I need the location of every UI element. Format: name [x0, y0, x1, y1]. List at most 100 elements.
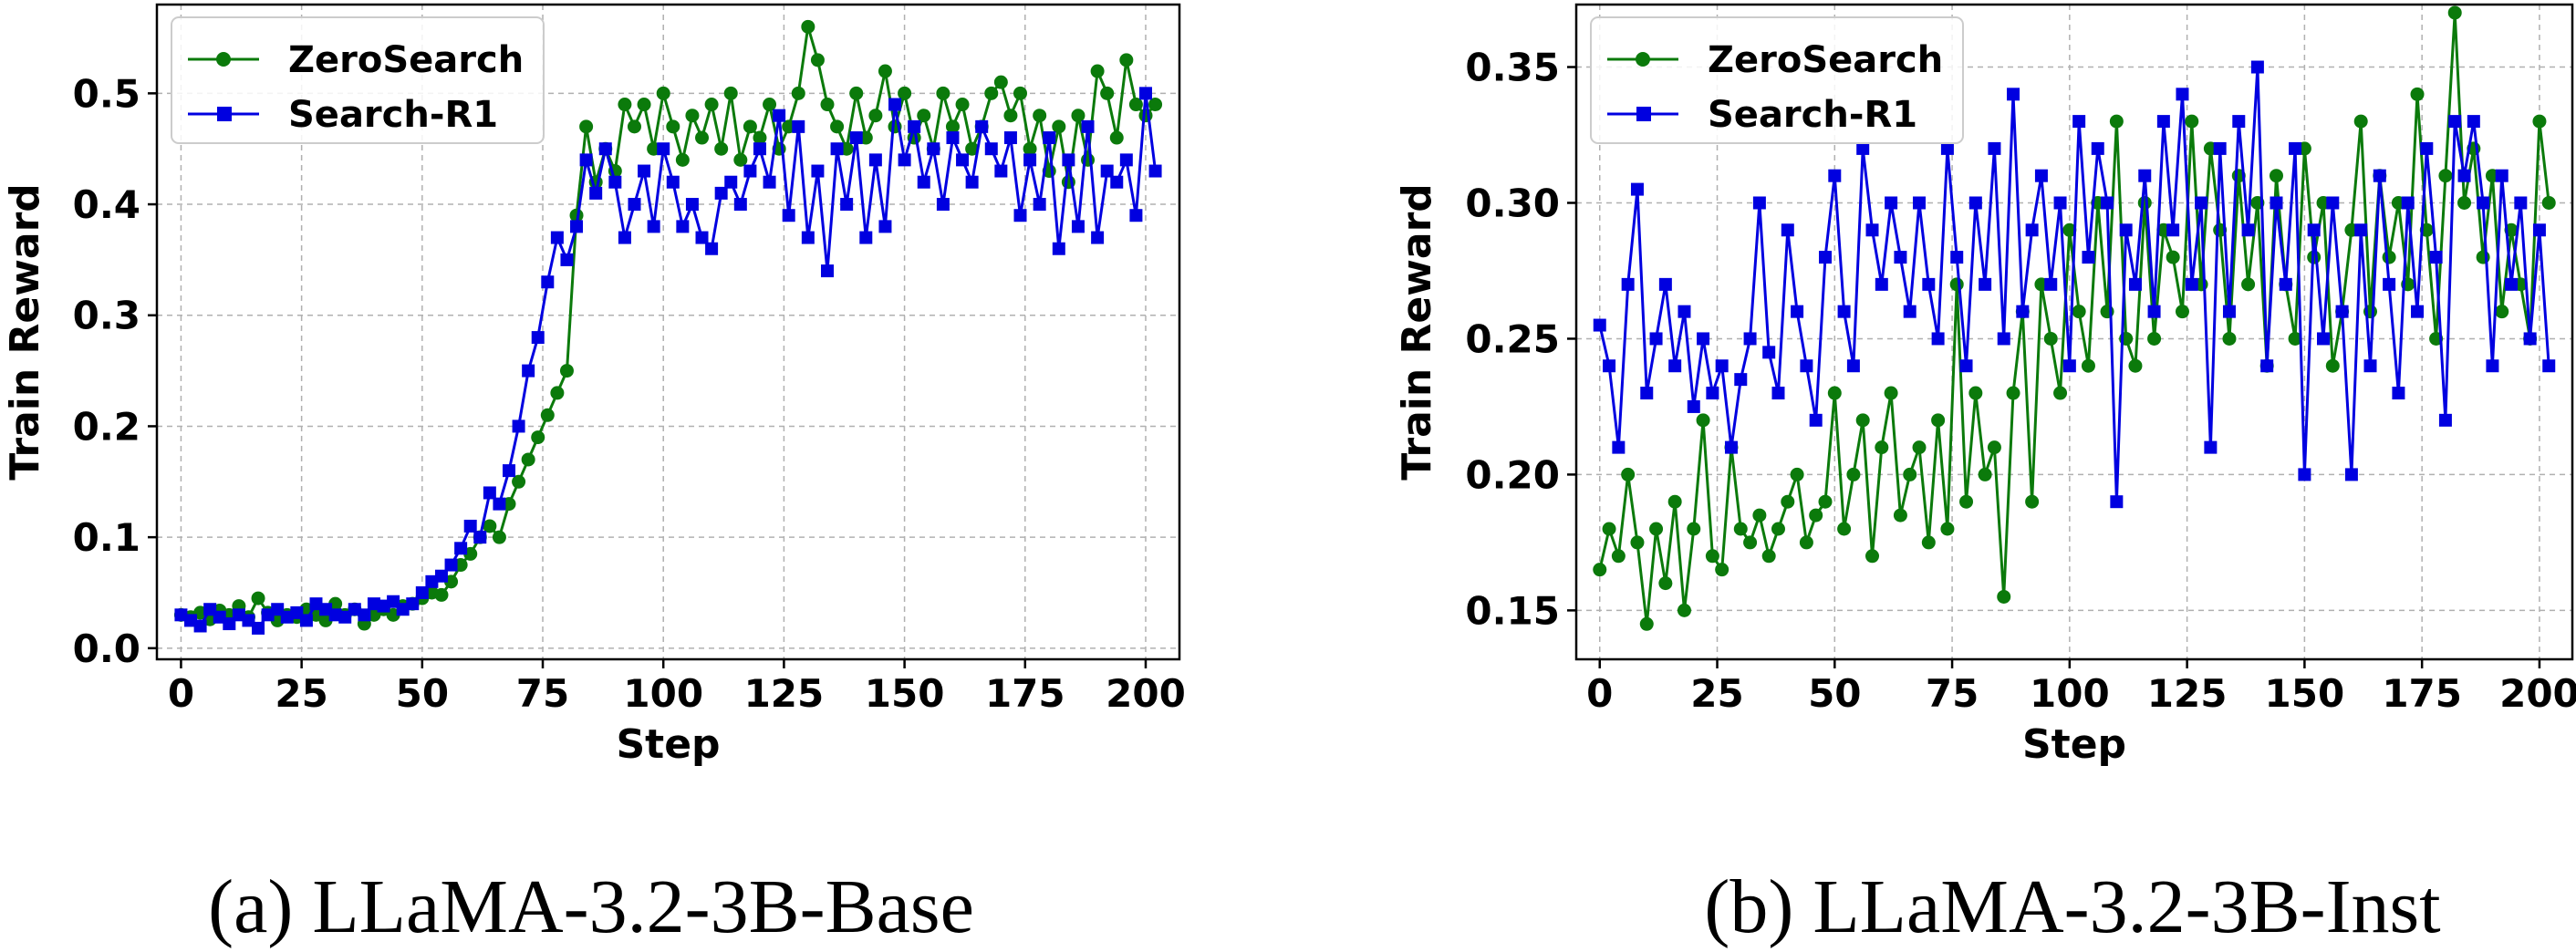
- data-point-search-r1: [2260, 359, 2274, 373]
- data-point-search-r1: [2128, 277, 2142, 291]
- data-point-search-r1: [1762, 346, 1776, 359]
- data-point-zerosearch: [1771, 522, 1785, 536]
- data-point-search-r1: [2185, 277, 2198, 291]
- x-tick-label: 0: [168, 671, 194, 716]
- data-point-zerosearch: [1931, 413, 1946, 428]
- data-point-search-r1: [1687, 399, 1700, 413]
- x-tick-label: 25: [275, 671, 327, 716]
- data-point-search-r1: [193, 619, 207, 633]
- data-point-search-r1: [2101, 196, 2114, 210]
- data-point-search-r1: [358, 608, 371, 622]
- data-point-zerosearch: [2222, 331, 2237, 346]
- data-point-zerosearch: [820, 98, 835, 112]
- data-point-zerosearch: [2147, 331, 2162, 346]
- data-point-search-r1: [184, 614, 198, 627]
- data-point-zerosearch: [810, 53, 825, 67]
- chart-caption: (a) LLaMA-3.2-3B-Base: [208, 864, 974, 949]
- data-point-search-r1: [2401, 196, 2415, 210]
- data-point-search-r1: [1997, 332, 2010, 346]
- data-point-zerosearch: [1128, 98, 1143, 112]
- x-tick-label: 200: [2499, 671, 2576, 716]
- data-point-zerosearch: [492, 530, 506, 544]
- data-point-zerosearch: [2353, 114, 2368, 129]
- y-axis-label: Train Reward: [1394, 183, 1440, 481]
- data-point-zerosearch: [936, 86, 950, 100]
- data-point-search-r1: [2147, 305, 2161, 318]
- data-point-search-r1: [1752, 196, 1766, 210]
- data-point-search-r1: [579, 153, 593, 167]
- data-point-search-r1: [1988, 141, 2001, 155]
- data-point-zerosearch: [2541, 195, 2556, 210]
- data-point-search-r1: [541, 275, 555, 289]
- data-point-zerosearch: [627, 119, 641, 134]
- data-point-zerosearch: [723, 86, 738, 100]
- data-point-zerosearch: [1621, 467, 1636, 481]
- data-point-search-r1: [2279, 277, 2292, 291]
- data-point-zerosearch: [2269, 169, 2283, 183]
- data-point-search-r1: [1894, 251, 1907, 264]
- x-tick-label: 0: [1586, 671, 1613, 716]
- data-point-zerosearch: [1667, 494, 1682, 509]
- data-point-zerosearch: [531, 430, 545, 445]
- data-point-zerosearch: [1809, 508, 1823, 523]
- data-point-zerosearch: [1677, 603, 1691, 617]
- data-point-zerosearch: [2457, 195, 2472, 210]
- data-point-search-r1: [647, 220, 660, 233]
- data-point-zerosearch: [1893, 508, 1907, 523]
- data-point-search-r1: [598, 142, 612, 156]
- data-point-search-r1: [2016, 305, 2030, 318]
- data-point-zerosearch: [251, 591, 265, 605]
- data-point-search-r1: [454, 542, 468, 555]
- data-point-search-r1: [2383, 277, 2396, 291]
- data-point-search-r1: [1033, 198, 1046, 212]
- data-point-search-r1: [2034, 169, 2048, 182]
- data-point-zerosearch: [1997, 589, 2011, 604]
- data-point-zerosearch: [1090, 64, 1105, 78]
- data-point-zerosearch: [868, 109, 883, 123]
- legend-label: Search-R1: [288, 94, 498, 136]
- data-point-zerosearch: [993, 75, 1008, 89]
- data-point-search-r1: [2072, 115, 2086, 129]
- data-point-search-r1: [975, 119, 989, 133]
- data-point-zerosearch: [763, 98, 777, 112]
- data-point-search-r1: [2156, 115, 2170, 129]
- data-point-search-r1: [714, 186, 728, 200]
- data-point-search-r1: [1781, 223, 1794, 237]
- data-point-zerosearch: [483, 519, 497, 533]
- data-point-search-r1: [1668, 359, 1682, 373]
- data-point-zerosearch: [1658, 576, 1673, 591]
- data-point-zerosearch: [2062, 222, 2077, 237]
- data-point-zerosearch: [1903, 467, 1917, 481]
- series-line-search-r1: [1598, 67, 2550, 502]
- data-point-search-r1: [705, 242, 719, 255]
- data-point-search-r1: [299, 614, 313, 627]
- data-point-zerosearch: [830, 119, 845, 134]
- data-point-search-r1: [695, 231, 709, 244]
- data-point-search-r1: [2495, 169, 2508, 182]
- data-point-search-r1: [348, 603, 361, 616]
- data-point-search-r1: [2542, 359, 2556, 373]
- data-point-zerosearch: [1013, 86, 1028, 100]
- data-point-zerosearch: [743, 119, 757, 134]
- data-point-search-r1: [927, 142, 940, 156]
- data-point-search-r1: [1734, 373, 1748, 387]
- data-point-search-r1: [1043, 131, 1056, 145]
- data-point-search-r1: [608, 175, 622, 189]
- chart-panel-a: 0 25 50 75 100 125 150 175 200 0.0 0.1 0.2 0.3 0.4 0.5…: [2, 3, 1186, 949]
- data-point-search-r1: [2044, 277, 2058, 291]
- data-point-search-r1: [1630, 182, 1644, 196]
- data-point-zerosearch: [685, 109, 700, 123]
- data-point-search-r1: [811, 164, 825, 178]
- data-point-search-r1: [2523, 332, 2537, 346]
- x-tick-label: 175: [985, 671, 1065, 716]
- data-point-search-r1: [840, 198, 854, 212]
- data-point-search-r1: [2392, 387, 2405, 400]
- data-point-zerosearch: [917, 109, 931, 123]
- data-point-zerosearch: [521, 452, 535, 467]
- data-point-search-r1: [396, 603, 410, 616]
- data-point-search-r1: [2204, 440, 2218, 454]
- data-point-search-r1: [868, 153, 882, 167]
- data-point-search-r1: [1640, 387, 1654, 400]
- y-tick-label: 0.20: [1465, 452, 1560, 497]
